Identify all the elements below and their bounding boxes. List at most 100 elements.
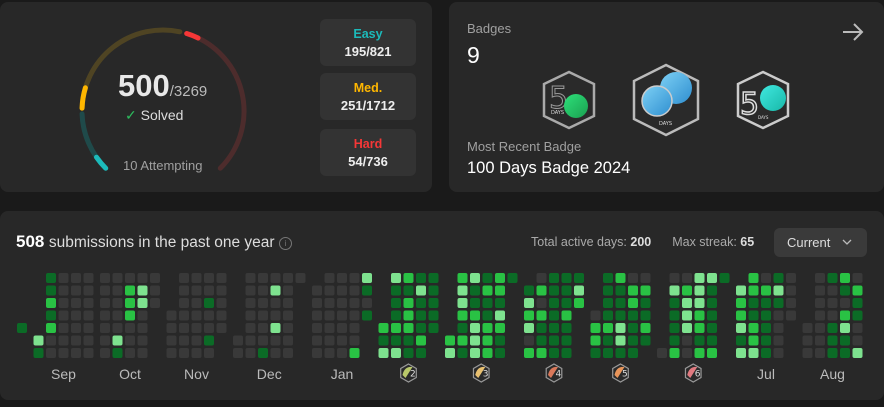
day-cell[interactable]: [245, 335, 256, 346]
day-cell[interactable]: [640, 323, 651, 333]
day-cell[interactable]: [191, 323, 202, 333]
day-cell[interactable]: [58, 348, 69, 358]
day-cell[interactable]: [416, 323, 426, 333]
day-cell[interactable]: [312, 298, 322, 308]
monthly-badge-icon[interactable]: 4: [545, 363, 563, 383]
day-cell[interactable]: [470, 285, 480, 296]
day-cell[interactable]: [495, 335, 505, 346]
day-cell[interactable]: [258, 335, 268, 346]
day-cell[interactable]: [536, 348, 547, 358]
day-cell[interactable]: [761, 335, 771, 346]
day-cell[interactable]: [628, 348, 638, 358]
day-cell[interactable]: [840, 285, 850, 296]
day-cell[interactable]: [669, 335, 680, 346]
day-cell[interactable]: [137, 335, 148, 346]
day-cell[interactable]: [166, 310, 177, 321]
day-cell[interactable]: [100, 285, 110, 296]
day-cell[interactable]: [561, 335, 572, 346]
day-cell[interactable]: [524, 348, 534, 358]
day-cell[interactable]: [71, 298, 81, 308]
day-cell[interactable]: [603, 348, 613, 358]
day-cell[interactable]: [773, 323, 784, 333]
day-cell[interactable]: [349, 285, 360, 296]
day-cell[interactable]: [669, 273, 680, 283]
day-cell[interactable]: [773, 298, 784, 308]
day-cell[interactable]: [100, 298, 110, 308]
day-cell[interactable]: [549, 298, 559, 308]
day-cell[interactable]: [100, 310, 110, 321]
day-cell[interactable]: [603, 335, 613, 346]
day-cell[interactable]: [694, 298, 705, 308]
day-cell[interactable]: [524, 285, 534, 296]
medium-stat[interactable]: Med. 251/1712: [320, 73, 416, 120]
day-cell[interactable]: [603, 285, 613, 296]
day-cell[interactable]: [179, 310, 189, 321]
day-cell[interactable]: [270, 335, 281, 346]
day-cell[interactable]: [245, 323, 256, 333]
day-cell[interactable]: [815, 273, 825, 283]
day-cell[interactable]: [840, 273, 850, 283]
day-cell[interactable]: [337, 310, 347, 321]
day-cell[interactable]: [337, 285, 347, 296]
day-cell[interactable]: [561, 348, 572, 358]
day-cell[interactable]: [590, 310, 601, 321]
day-cell[interactable]: [428, 323, 439, 333]
day-cell[interactable]: [270, 323, 281, 333]
day-cell[interactable]: [682, 310, 692, 321]
day-cell[interactable]: [270, 273, 281, 283]
day-cell[interactable]: [245, 298, 256, 308]
day-cell[interactable]: [470, 310, 480, 321]
day-cell[interactable]: [603, 323, 613, 333]
day-cell[interactable]: [150, 298, 160, 308]
day-cell[interactable]: [71, 285, 81, 296]
day-cell[interactable]: [125, 310, 135, 321]
day-cell[interactable]: [46, 310, 56, 321]
day-cell[interactable]: [694, 323, 705, 333]
day-cell[interactable]: [378, 348, 389, 358]
day-cell[interactable]: [204, 323, 214, 333]
50-days-badge-green-icon[interactable]: 5 DAYS: [542, 70, 596, 130]
day-cell[interactable]: [815, 323, 825, 333]
day-cell[interactable]: [403, 323, 414, 333]
day-cell[interactable]: [682, 273, 692, 283]
day-cell[interactable]: [748, 348, 759, 358]
day-cell[interactable]: [590, 323, 601, 333]
day-cell[interactable]: [204, 273, 214, 283]
day-cell[interactable]: [179, 298, 189, 308]
day-cell[interactable]: [403, 348, 414, 358]
day-cell[interactable]: [827, 310, 838, 321]
day-cell[interactable]: [324, 285, 335, 296]
day-cell[interactable]: [707, 298, 717, 308]
day-cell[interactable]: [445, 348, 455, 358]
day-cell[interactable]: [216, 285, 227, 296]
day-cell[interactable]: [125, 273, 135, 283]
day-cell[interactable]: [615, 335, 626, 346]
day-cell[interactable]: [640, 285, 651, 296]
day-cell[interactable]: [549, 335, 559, 346]
day-cell[interactable]: [736, 285, 746, 296]
day-cell[interactable]: [482, 335, 493, 346]
day-cell[interactable]: [283, 323, 293, 333]
day-cell[interactable]: [549, 285, 559, 296]
day-cell[interactable]: [495, 285, 505, 296]
day-cell[interactable]: [391, 323, 401, 333]
day-cell[interactable]: [615, 285, 626, 296]
day-cell[interactable]: [312, 285, 322, 296]
day-cell[interactable]: [840, 335, 850, 346]
day-cell[interactable]: [773, 273, 784, 283]
day-cell[interactable]: [337, 323, 347, 333]
day-cell[interactable]: [46, 285, 56, 296]
day-cell[interactable]: [615, 310, 626, 321]
day-cell[interactable]: [536, 273, 547, 283]
day-cell[interactable]: [549, 273, 559, 283]
monthly-badge-icon[interactable]: 2: [400, 363, 417, 383]
day-cell[interactable]: [852, 335, 863, 346]
day-cell[interactable]: [840, 323, 850, 333]
day-cell[interactable]: [549, 348, 559, 358]
day-cell[interactable]: [549, 323, 559, 333]
day-cell[interactable]: [100, 335, 110, 346]
day-cell[interactable]: [524, 335, 534, 346]
day-cell[interactable]: [628, 323, 638, 333]
day-cell[interactable]: [125, 335, 135, 346]
day-cell[interactable]: [628, 285, 638, 296]
